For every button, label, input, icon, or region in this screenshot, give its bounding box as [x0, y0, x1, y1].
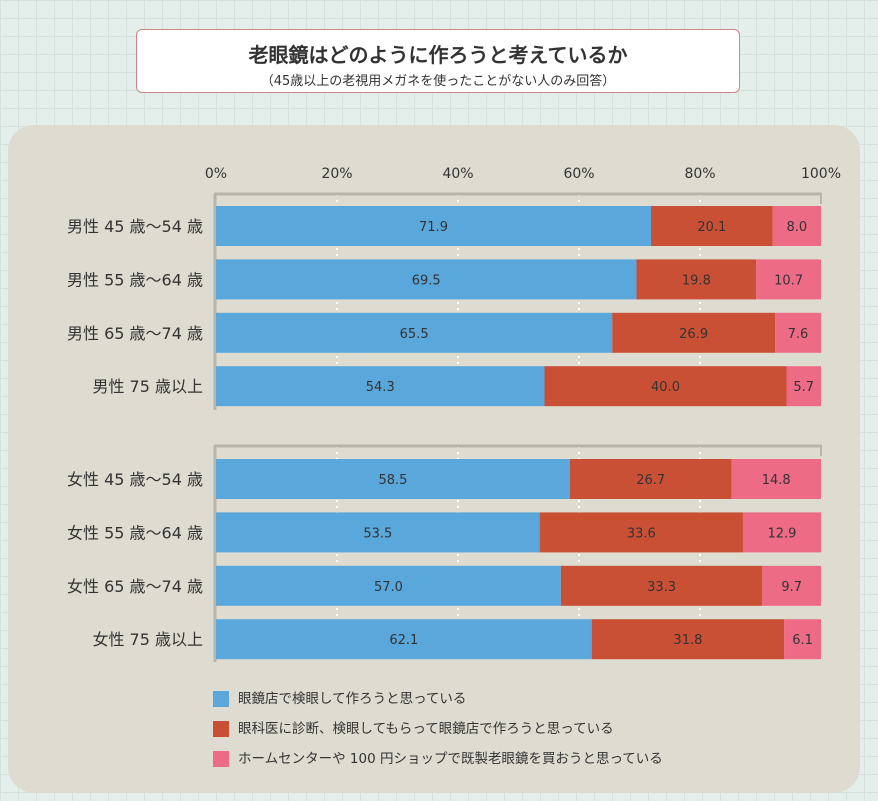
legend-swatch-doctor	[213, 721, 229, 737]
bar-segment	[612, 312, 776, 353]
legend-label-doctor: 眼科医に診断、検眼してもらって眼鏡店で作ろうと思っている	[238, 721, 614, 737]
legend-label-readymade: ホームセンターや 100 円ショップで既製老眼鏡を買おうと思っている	[238, 751, 663, 767]
bar-segment	[539, 512, 743, 553]
category-label: 女性 75 歳以上	[92, 630, 203, 649]
data-label: 19.8	[682, 273, 711, 288]
chart-subtitle: （45歳以上の老視用メガネを使ったことがない人のみ回答）	[260, 74, 616, 89]
data-label: 58.5	[378, 473, 407, 488]
data-label: 53.5	[363, 526, 392, 541]
data-label: 62.1	[389, 633, 418, 648]
bar-segment	[569, 459, 732, 499]
category-label: 男性 55 歳〜64 歳	[67, 270, 203, 289]
data-label: 69.5	[412, 273, 441, 288]
bar-segment	[216, 259, 637, 300]
bar-segment	[216, 206, 651, 246]
bar-segment	[544, 366, 787, 407]
bar-segment	[591, 619, 785, 660]
x-tick-label: 40%	[442, 166, 473, 182]
data-label: 65.5	[400, 327, 429, 342]
data-label: 5.7	[793, 380, 814, 395]
legend-swatch-store	[213, 691, 229, 707]
bar-segment	[216, 619, 592, 660]
bar-segment	[786, 366, 821, 407]
data-label: 33.6	[627, 526, 656, 541]
bar-segment	[775, 312, 821, 353]
bar-segment	[762, 565, 821, 606]
data-label: 31.8	[673, 633, 702, 648]
data-label: 20.1	[697, 220, 726, 235]
x-tick-label: 20%	[321, 166, 352, 182]
bar-segment	[216, 312, 613, 353]
category-label: 男性 75 歳以上	[92, 377, 203, 396]
x-tick-label: 80%	[684, 166, 715, 182]
data-label: 40.0	[651, 380, 680, 395]
data-label: 71.9	[419, 220, 448, 235]
data-label: 10.7	[774, 273, 803, 288]
data-label: 9.7	[781, 580, 802, 595]
data-label: 26.9	[679, 327, 708, 342]
data-label: 26.7	[636, 473, 665, 488]
bar-segment	[216, 459, 570, 499]
data-label: 12.9	[768, 526, 797, 541]
bar-segment	[731, 459, 821, 499]
category-label: 女性 65 歳〜74 歳	[67, 577, 203, 596]
data-label: 14.8	[762, 473, 791, 488]
data-label: 54.3	[366, 380, 395, 395]
bar-segment	[772, 206, 821, 246]
chart-title-box: 老眼鏡はどのように作ろうと考えているか （45歳以上の老視用メガネを使ったことが…	[136, 29, 740, 93]
data-label: 6.1	[792, 633, 813, 648]
data-label: 8.0	[786, 220, 807, 235]
legend-label-store: 眼鏡店で検眼して作ろうと思っている	[238, 691, 467, 707]
chart-title: 老眼鏡はどのように作ろうと考えているか	[248, 43, 628, 67]
bar-segment	[560, 565, 763, 606]
bar-segment	[650, 206, 773, 246]
bar-segment	[216, 565, 561, 606]
data-label: 33.3	[647, 580, 676, 595]
category-label: 男性 65 歳〜74 歳	[67, 324, 203, 343]
data-label: 7.6	[788, 327, 809, 342]
x-tick-label: 100%	[801, 166, 841, 182]
bar-segment	[756, 259, 821, 300]
legend-swatch-readymade	[213, 751, 229, 767]
category-label: 女性 45 歳〜54 歳	[67, 470, 203, 489]
bar-segment	[636, 259, 757, 300]
x-tick-label: 60%	[563, 166, 594, 182]
category-label: 女性 55 歳〜64 歳	[67, 523, 203, 542]
bar-segment	[784, 619, 821, 660]
bar-segment	[216, 512, 540, 553]
category-label: 男性 45 歳〜54 歳	[67, 217, 203, 236]
x-tick-label: 0%	[205, 166, 227, 182]
bar-segment	[742, 512, 821, 553]
data-label: 57.0	[374, 580, 403, 595]
bar-segment	[216, 366, 545, 407]
